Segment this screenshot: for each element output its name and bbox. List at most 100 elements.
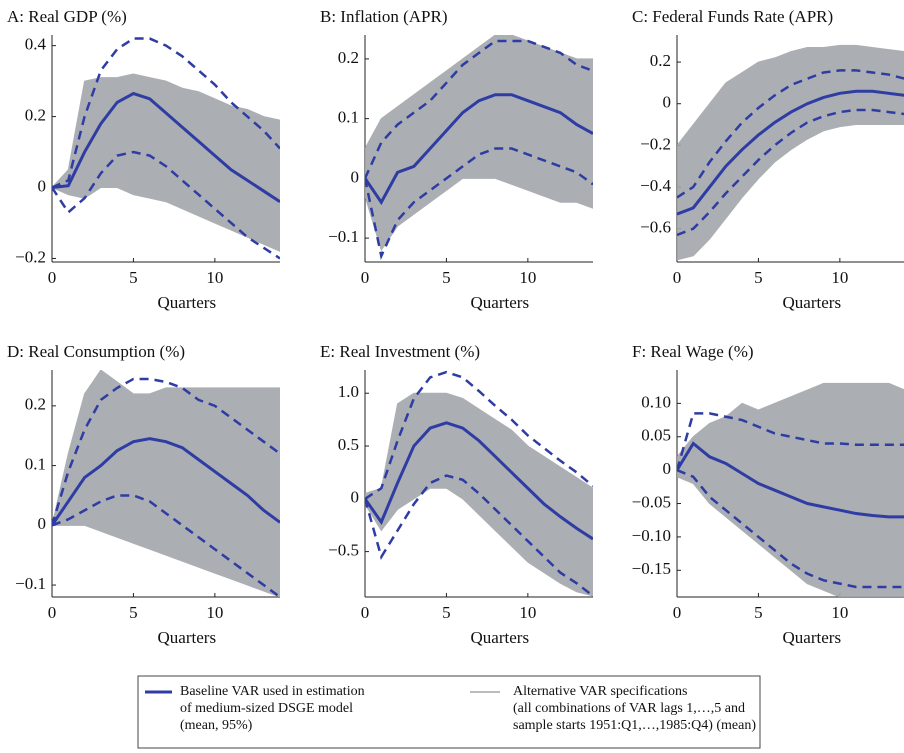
- y-tick-label: 0.1: [338, 108, 359, 127]
- legend-box: [137, 675, 761, 749]
- confidence-line: [365, 370, 593, 500]
- y-tick-label: −0.10: [632, 526, 671, 545]
- panel: C: Federal Funds Rate (APR) Quarters −0.6 −…: [632, 7, 904, 312]
- y-tick-label: 0.05: [641, 426, 671, 445]
- y-tick-label: −0.2: [15, 247, 46, 266]
- x-axis-label: Quarters: [158, 628, 217, 647]
- plot-area: [365, 35, 593, 261]
- confidence-line: [677, 468, 904, 589]
- plot-area: [52, 37, 280, 260]
- mean-line: [52, 91, 280, 203]
- confidence-line: [52, 150, 280, 260]
- x-tick-label: 10: [519, 603, 536, 622]
- mean-line: [52, 437, 280, 527]
- panel: A: Real GDP (%)Quarters−0.200.20.40 5 10: [7, 7, 280, 312]
- legend-label: Alternative VAR specifications: [513, 684, 687, 699]
- x-tick-label: 10: [206, 603, 223, 622]
- y-tick-label: −0.5: [328, 541, 359, 560]
- x-tick-label: 0: [673, 268, 682, 287]
- mean-line: [365, 421, 593, 541]
- y-tick-label: 1.0: [338, 382, 359, 401]
- panel: E: Real Investment (%) Quarters −0.5 0 0.5 1.…: [320, 342, 593, 647]
- y-tick-label: −0.6: [640, 218, 671, 237]
- y-tick-label: 0.10: [641, 392, 671, 411]
- alternative-range: [677, 44, 904, 261]
- legend-label: Baseline VAR used in estimation: [180, 684, 365, 699]
- y-tick-label: 0: [38, 176, 47, 195]
- x-axis-label: Quarters: [783, 628, 842, 647]
- legend-label: of medium-sized DSGE model: [180, 701, 353, 716]
- y-tick-label: −0.1: [15, 574, 46, 593]
- confidence-line: [677, 108, 904, 237]
- panel-title: D: Real Consumption (%): [7, 342, 185, 361]
- y-tick-label: −0.2: [640, 134, 671, 153]
- x-axis-label: Quarters: [783, 293, 842, 312]
- confidence-line: [365, 147, 593, 261]
- plot-area: [52, 370, 280, 597]
- panel-title: B: Inflation (APR): [320, 7, 448, 26]
- x-tick-label: 0: [48, 268, 57, 287]
- panel: B: Inflation (APR) Quarters −0.1 0 0.1 0.2 0 5 1…: [320, 7, 593, 312]
- y-tick-label: 0: [351, 488, 360, 507]
- x-tick-label: 0: [361, 268, 370, 287]
- legend-label: (all combinations of VAR lags 1,…,5 and: [513, 701, 745, 716]
- x-tick-label: 10: [831, 603, 848, 622]
- confidence-line: [52, 37, 280, 189]
- y-tick-label: 0.2: [650, 51, 671, 70]
- x-tick-label: 5: [442, 603, 451, 622]
- x-tick-label: 5: [754, 603, 763, 622]
- panel: F: Real Wage (%) Quarters −0.15 −0.10 −0.05 0…: [632, 342, 904, 647]
- x-tick-label: 5: [129, 268, 138, 287]
- x-tick-label: 5: [754, 268, 763, 287]
- y-tick-label: 0: [38, 514, 47, 533]
- confidence-line: [52, 377, 280, 526]
- confidence-line: [677, 412, 904, 471]
- panel-title: F: Real Wage (%): [632, 342, 754, 361]
- y-tick-label: 0.2: [338, 48, 359, 67]
- x-tick-label: 5: [129, 603, 138, 622]
- alternative-range: [52, 73, 280, 252]
- y-tick-label: −0.1: [328, 227, 359, 246]
- confidence-line: [677, 69, 904, 199]
- y-tick-label: 0: [351, 167, 360, 186]
- mean-line: [677, 441, 904, 519]
- x-tick-label: 0: [673, 603, 682, 622]
- x-tick-label: 10: [206, 268, 223, 287]
- x-tick-label: 10: [519, 268, 536, 287]
- confidence-line: [365, 39, 593, 179]
- x-tick-label: 5: [442, 268, 451, 287]
- y-tick-label: −0.4: [640, 176, 671, 195]
- y-tick-label: 0.4: [25, 35, 47, 54]
- x-tick-label: 0: [361, 603, 370, 622]
- y-tick-label: 0: [663, 93, 672, 112]
- y-tick-label: 0.5: [338, 435, 359, 454]
- y-tick-label: 0.1: [25, 454, 46, 473]
- x-tick-label: 0: [48, 603, 57, 622]
- panel-title: E: Real Investment (%): [320, 342, 480, 361]
- legend-label: (mean, 95%): [180, 718, 253, 733]
- y-tick-label: 0.2: [25, 105, 46, 124]
- alternative-range: [52, 370, 280, 597]
- x-axis-label: Quarters: [471, 293, 530, 312]
- x-tick-label: 10: [831, 268, 848, 287]
- mean-line: [365, 93, 593, 206]
- panel-title: C: Federal Funds Rate (APR): [632, 7, 833, 26]
- x-axis-label: Quarters: [158, 293, 217, 312]
- y-tick-label: 0.2: [25, 395, 46, 414]
- mean-line: [677, 89, 904, 216]
- plot-area: [365, 370, 593, 597]
- x-axis-label: Quarters: [471, 628, 530, 647]
- confidence-line: [52, 494, 280, 597]
- y-tick-label: 0: [663, 459, 672, 478]
- alternative-range: [365, 392, 593, 597]
- plot-area: [677, 44, 904, 261]
- y-tick-label: −0.15: [632, 559, 671, 578]
- y-tick-label: −0.05: [632, 492, 671, 511]
- panel: D: Real Consumption (%)Quarters−0.100.10…: [7, 342, 280, 647]
- alternative-range: [677, 382, 904, 597]
- legend-label: sample starts 1951:Q1,…,1985:Q4) (mean): [513, 718, 756, 733]
- panel-title: A: Real GDP (%): [7, 7, 127, 26]
- plot-area: [677, 382, 904, 597]
